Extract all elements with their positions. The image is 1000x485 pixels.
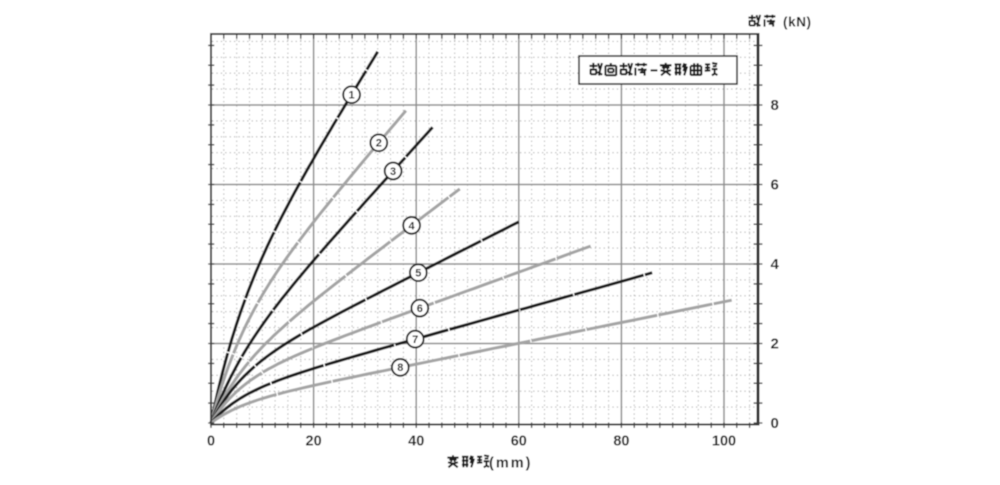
svg-text:2: 2	[376, 138, 382, 150]
svg-text:60: 60	[511, 434, 527, 450]
svg-text:0: 0	[207, 434, 215, 450]
svg-text:6: 6	[417, 303, 423, 315]
svg-text:7: 7	[412, 334, 418, 346]
svg-text:5: 5	[415, 268, 421, 280]
svg-text:1: 1	[349, 90, 355, 102]
svg-text:4: 4	[409, 220, 416, 232]
svg-text:4: 4	[771, 256, 780, 273]
svg-text:3: 3	[390, 166, 396, 178]
svg-text:100: 100	[712, 434, 736, 450]
svg-text:20: 20	[306, 434, 322, 450]
svg-text:0: 0	[771, 415, 779, 432]
svg-text:8: 8	[397, 362, 403, 374]
svg-text:2: 2	[771, 336, 779, 353]
svg-text:80: 80	[613, 434, 629, 450]
svg-text:8: 8	[771, 97, 779, 114]
svg-text:6: 6	[771, 177, 779, 194]
svg-text:40: 40	[408, 434, 424, 450]
svg-text:(kN): (kN)	[783, 15, 812, 30]
svg-text:(mm): (mm)	[489, 456, 532, 472]
